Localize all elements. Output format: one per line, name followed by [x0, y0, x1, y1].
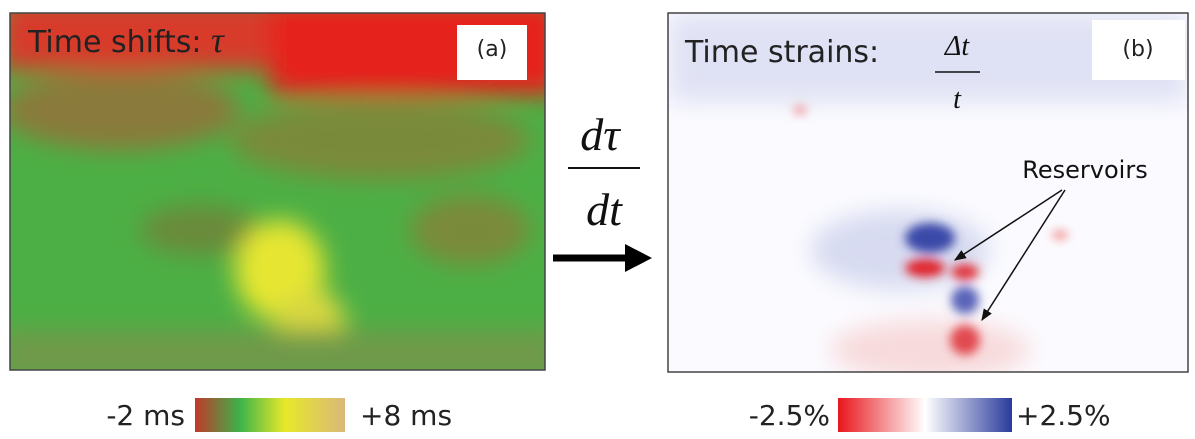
symbol-denominator: t [953, 84, 962, 115]
panel-title: Time shifts: τ [27, 20, 225, 60]
annotation-arrow [953, 189, 1063, 261]
panel-tag: (a) [477, 37, 508, 62]
scale-min-label: -2.5% [749, 399, 830, 432]
annotation-arrow [981, 189, 1066, 322]
arrow-head [625, 244, 652, 272]
time-shift-map [10, 13, 545, 370]
annotation: Reservoirs [1022, 156, 1147, 184]
scale-min-label: -2 ms [106, 399, 185, 432]
text: τ [211, 20, 225, 60]
colorbar [838, 398, 1012, 432]
time-strain-map [668, 13, 1188, 372]
panel-title: Time strains: [684, 35, 879, 70]
operator-denominator: dt [586, 184, 623, 235]
scale-max-label: +8 ms [360, 399, 452, 432]
text: Time shifts: [27, 25, 201, 60]
scale-max-label: +2.5% [1016, 399, 1111, 432]
operator-numerator: dτ [580, 109, 621, 160]
panel-tag: (b) [1122, 37, 1153, 62]
symbol-numerator: Δt [944, 31, 970, 62]
colorbar [195, 398, 345, 432]
